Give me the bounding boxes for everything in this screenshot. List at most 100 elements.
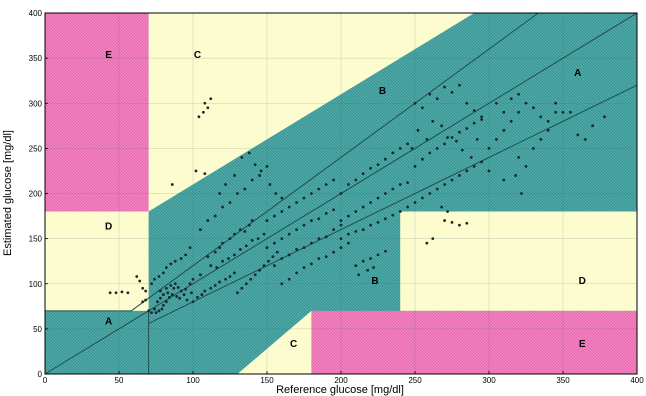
- data-point: [141, 300, 145, 304]
- data-point: [159, 296, 162, 300]
- data-point: [554, 110, 557, 114]
- x-tick-label: 50: [115, 376, 124, 385]
- data-point: [141, 286, 145, 290]
- data-point: [517, 92, 520, 96]
- data-point: [520, 192, 523, 195]
- data-point: [240, 156, 244, 159]
- data-point: [561, 110, 565, 114]
- data-point: [153, 277, 156, 281]
- data-point: [406, 142, 409, 146]
- data-point: [302, 266, 306, 269]
- data-point: [480, 118, 483, 121]
- data-point: [250, 178, 254, 182]
- zone-labels: A A B B C C D D E E: [105, 50, 586, 350]
- data-point: [406, 181, 409, 185]
- data-point: [480, 160, 483, 164]
- data-point: [398, 210, 402, 213]
- data-point: [455, 139, 458, 143]
- data-point: [188, 282, 192, 286]
- data-point: [135, 275, 139, 278]
- data-point: [460, 148, 464, 152]
- data-point: [332, 208, 335, 212]
- data-point: [160, 307, 164, 311]
- zone-a-upper-boundary: [130, 12, 539, 312]
- data-point: [310, 241, 313, 245]
- data-point: [472, 165, 476, 168]
- data-point: [201, 110, 205, 114]
- data-point: [200, 293, 204, 296]
- data-point: [295, 228, 298, 232]
- data-point: [280, 196, 284, 200]
- data-point: [179, 257, 183, 260]
- data-point: [274, 192, 278, 195]
- data-point: [203, 172, 207, 176]
- data-point: [502, 128, 506, 132]
- data-point: [546, 128, 550, 132]
- data-point: [366, 268, 370, 272]
- data-point: [162, 304, 165, 307]
- x-tick-label: 100: [186, 376, 200, 385]
- data-point: [175, 294, 179, 298]
- data-point: [228, 237, 232, 241]
- data-point: [203, 289, 207, 293]
- data-point: [339, 192, 343, 195]
- data-point: [435, 187, 439, 191]
- y-tick-label: 50: [33, 325, 42, 334]
- data-point: [502, 178, 506, 182]
- data-point: [354, 210, 358, 213]
- data-point: [416, 128, 420, 132]
- data-point: [224, 277, 227, 281]
- data-point: [446, 136, 449, 139]
- data-point: [465, 101, 469, 105]
- data-point: [554, 101, 557, 105]
- data-point: [302, 196, 306, 200]
- data-point: [213, 284, 217, 287]
- data-point: [354, 230, 358, 233]
- data-point: [178, 296, 182, 300]
- data-point: [431, 237, 435, 241]
- data-point: [218, 280, 222, 284]
- data-point: [354, 178, 358, 182]
- data-point: [150, 311, 153, 315]
- y-tick-label: 400: [29, 9, 43, 18]
- data-point: [215, 266, 219, 269]
- data-point: [347, 214, 350, 218]
- data-point: [413, 201, 417, 204]
- y-tick-label: 350: [29, 54, 43, 63]
- data-point: [332, 250, 335, 254]
- data-point: [176, 285, 180, 289]
- data-point: [144, 289, 148, 293]
- data-point: [421, 157, 424, 161]
- data-point: [236, 291, 239, 295]
- data-point: [339, 223, 343, 227]
- data-point: [369, 201, 372, 204]
- data-point: [147, 309, 151, 313]
- data-point: [450, 136, 454, 139]
- data-point: [428, 151, 432, 155]
- zone-e-lower: [311, 310, 637, 374]
- data-point: [243, 187, 247, 191]
- data-point: [209, 286, 213, 290]
- data-point: [391, 151, 395, 155]
- data-point: [354, 264, 358, 268]
- data-point: [406, 205, 409, 209]
- data-point: [398, 183, 402, 186]
- data-point: [206, 219, 210, 222]
- data-point: [532, 146, 535, 150]
- data-point: [361, 172, 365, 176]
- data-point: [539, 137, 543, 141]
- grid-lines: [44, 12, 638, 375]
- data-point: [310, 262, 313, 266]
- data-point: [184, 253, 188, 257]
- data-point: [228, 275, 232, 278]
- y-tick-label: 100: [29, 280, 43, 289]
- data-point: [435, 97, 439, 101]
- zone-a-lower-boundary: [148, 84, 638, 324]
- data-point: [384, 157, 387, 161]
- data-point: [250, 219, 254, 222]
- data-point: [287, 253, 291, 257]
- data-point: [458, 174, 461, 177]
- data-point: [233, 232, 236, 236]
- x-axis-ticks: 0 50 100 150 200 250 300 350 400: [43, 371, 644, 385]
- data-point: [472, 121, 476, 125]
